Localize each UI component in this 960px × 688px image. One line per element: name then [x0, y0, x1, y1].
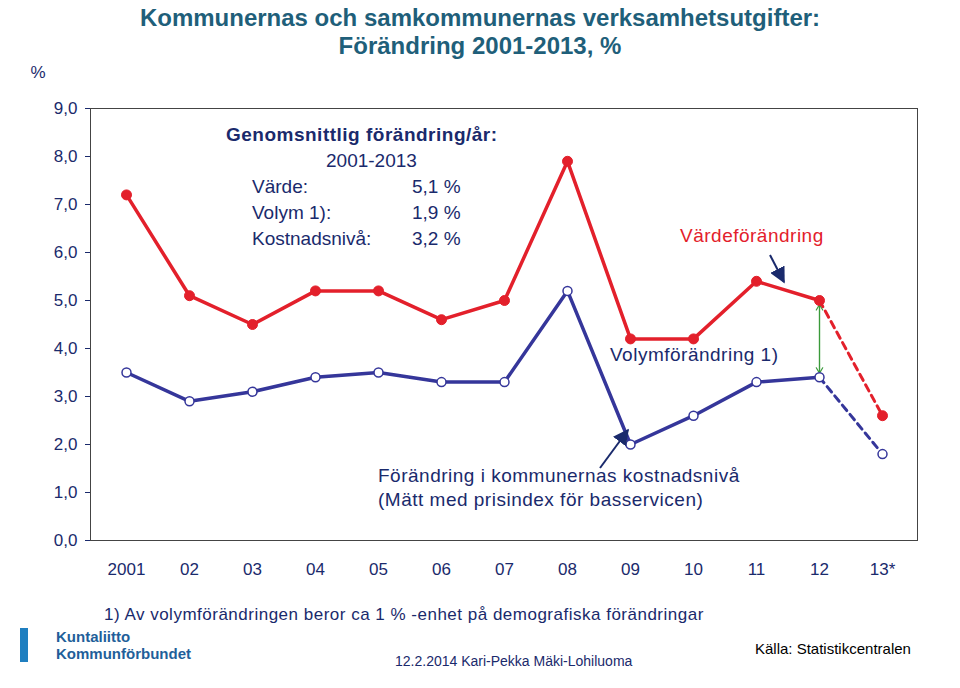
svg-text:2,0: 2,0 [54, 435, 78, 454]
html-text:2001-2013: 2001-2013 [326, 150, 417, 171]
svg-text:12: 12 [810, 560, 829, 579]
svg-text:7,0: 7,0 [54, 195, 78, 214]
svg-text:06: 06 [432, 560, 451, 579]
html-text:5,1 %: 5,1 % [412, 176, 461, 197]
svg-text:1,0: 1,0 [54, 483, 78, 502]
svg-text:3,0: 3,0 [54, 387, 78, 406]
html-text:Volymförändring 1): Volymförändring 1) [610, 344, 779, 365]
html-text:Kuntaliitto: Kuntaliitto [56, 628, 131, 645]
html-text:1,9 %: 1,9 % [412, 202, 461, 223]
html-text:Källa: Statistikcentralen: Källa: Statistikcentralen [755, 640, 911, 657]
html-text:Kommunernas och samkommunernas: Kommunernas och samkommunernas verksamhe… [139, 4, 821, 31]
svg-text:04: 04 [306, 560, 325, 579]
svg-text:07: 07 [495, 560, 514, 579]
svg-text:05: 05 [369, 560, 388, 579]
html-text:3,2 %: 3,2 % [412, 228, 461, 249]
svg-text:%: % [31, 63, 46, 82]
svg-text:02: 02 [180, 560, 199, 579]
svg-text:5,0: 5,0 [54, 291, 78, 310]
html-text:Volym 1):: Volym 1): [252, 202, 332, 223]
svg-text:6,0: 6,0 [54, 243, 78, 262]
svg-text:08: 08 [558, 560, 577, 579]
svg-text:9,0: 9,0 [54, 99, 78, 118]
html-text:(Mätt med prisindex för basser: (Mätt med prisindex för basservicen) [378, 489, 704, 510]
svg-text:10: 10 [684, 560, 703, 579]
svg-text:13*: 13* [870, 560, 896, 579]
html-text:Kommunförbundet: Kommunförbundet [56, 645, 191, 662]
svg-text:2001: 2001 [108, 560, 146, 579]
html-text:Genomsnittlig förändring/år:: Genomsnittlig förändring/år: [226, 124, 498, 145]
svg-text:09: 09 [621, 560, 640, 579]
svg-text:4,0: 4,0 [54, 339, 78, 358]
svg-text:8,0: 8,0 [54, 147, 78, 166]
html-text:1) Av volymförändringen beror: 1) Av volymförändringen beror ca 1 % -en… [104, 605, 704, 624]
svg-text:03: 03 [243, 560, 262, 579]
html-text:Värdeförändring: Värdeförändring [680, 225, 824, 246]
svg-text:11: 11 [748, 560, 766, 579]
html-text:Förändring 2001-2013, %: Förändring 2001-2013, % [338, 32, 622, 59]
html-text:12.2.2014 Kari-Pekka Mäki-Lohi: 12.2.2014 Kari-Pekka Mäki-Lohiluoma [395, 653, 633, 669]
html-text:Kostnadsnivå:: Kostnadsnivå: [252, 228, 372, 249]
svg-text:0,0: 0,0 [54, 531, 78, 550]
html-text:Värde:: Värde: [252, 176, 308, 197]
html-text:Förändring i kommunernas kostn: Förändring i kommunernas kostnadsnivå [378, 465, 740, 486]
